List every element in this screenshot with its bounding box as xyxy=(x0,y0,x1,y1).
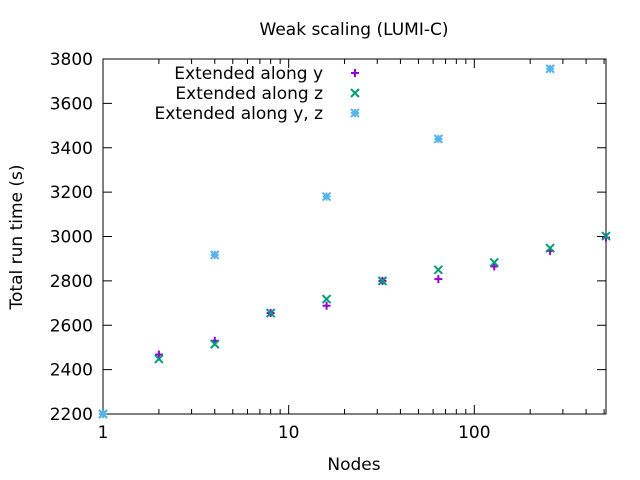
data-point xyxy=(377,276,388,286)
y-tick-label: 3000 xyxy=(50,228,93,248)
data-point xyxy=(210,339,220,349)
y-tick-label: 2800 xyxy=(50,272,93,292)
data-marks-group xyxy=(98,64,611,419)
data-point xyxy=(322,301,331,310)
data-point xyxy=(321,191,332,202)
y-tick-label: 2400 xyxy=(50,361,93,381)
x-tick-label: 10 xyxy=(278,423,300,443)
legend-label: Extended along z xyxy=(175,84,323,104)
data-point xyxy=(545,64,555,74)
x-tick-label: 1 xyxy=(98,423,109,443)
data-point xyxy=(210,250,220,260)
data-point xyxy=(265,308,276,318)
y-axis-label: Total run time (s) xyxy=(7,165,27,311)
data-point xyxy=(489,257,499,268)
chart-title: Weak scaling (LUMI-C) xyxy=(260,20,449,40)
legend-label: Extended along y, z xyxy=(155,104,324,124)
data-point xyxy=(433,134,444,144)
y-tick-label: 3400 xyxy=(50,139,93,159)
data-point xyxy=(434,275,443,284)
legend-marker xyxy=(350,88,360,98)
y-tick-label: 2600 xyxy=(50,316,93,336)
data-point xyxy=(321,294,332,304)
y-tick-label: 3200 xyxy=(50,183,93,203)
x-tick-label: 100 xyxy=(458,423,490,443)
y-tick-label: 2200 xyxy=(50,405,93,425)
legend-marker xyxy=(351,69,359,77)
data-point xyxy=(601,231,611,241)
ticks-group: 2200 2400 2600 2800 3000 3200 3400 3600 3800 1 10 1… xyxy=(50,50,606,443)
legend-label: Extended along y xyxy=(174,64,323,84)
legend-marker xyxy=(350,108,360,118)
x-axis-label: Nodes xyxy=(327,455,380,475)
data-point xyxy=(433,265,444,275)
y-tick-label: 3600 xyxy=(50,94,93,114)
data-point xyxy=(98,409,108,419)
y-tick-label: 3800 xyxy=(50,50,93,70)
data-point xyxy=(154,350,163,359)
data-point xyxy=(545,243,555,253)
data-point xyxy=(154,354,164,364)
